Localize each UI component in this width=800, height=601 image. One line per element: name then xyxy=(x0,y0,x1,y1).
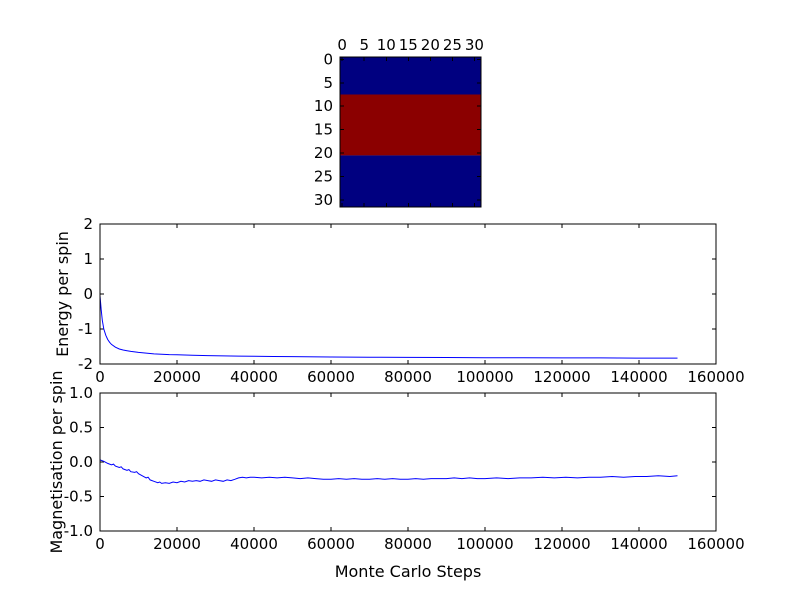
chart-text: 100000 xyxy=(456,535,513,553)
chart-text: 160000 xyxy=(687,368,744,386)
chart-text: 0 xyxy=(83,285,93,303)
chart-text: -1.0 xyxy=(64,522,93,540)
chart-text: 0 xyxy=(337,36,347,54)
chart-text: 20000 xyxy=(153,368,201,386)
spin-band-up xyxy=(340,94,481,156)
magnetisation-per-spin-plot: 0 20000 40000 60000 80000 100000 120000 140000 1… xyxy=(47,370,745,581)
chart-text: 5 xyxy=(323,74,333,92)
chart-text: 1 xyxy=(83,250,93,268)
chart-text: 80000 xyxy=(384,535,432,553)
chart-text: 10 xyxy=(314,97,333,115)
chart-text: 120000 xyxy=(533,535,590,553)
energy-per-spin-ylabel: Energy per spin xyxy=(53,231,72,357)
chart-text: 30 xyxy=(465,36,484,54)
chart-text: 40000 xyxy=(230,368,278,386)
chart-text: 100000 xyxy=(456,368,513,386)
chart-text: 20 xyxy=(314,144,333,162)
magnetisation-per-spin-xlabel: Monte Carlo Steps xyxy=(335,562,482,581)
chart-text: 0 xyxy=(95,368,105,386)
energy-per-spin-line xyxy=(99,295,678,359)
chart-text: 140000 xyxy=(610,535,667,553)
chart-text: 160000 xyxy=(687,535,744,553)
chart-text: 25 xyxy=(443,36,462,54)
spin-band-down xyxy=(340,155,481,207)
chart-text: 0.5 xyxy=(69,419,93,437)
chart-text: 10 xyxy=(377,36,396,54)
chart-text: -2 xyxy=(78,355,93,373)
chart-text: 1.0 xyxy=(69,384,93,402)
chart-text: 120000 xyxy=(533,368,590,386)
spin-band-down xyxy=(340,57,481,95)
chart-text: 80000 xyxy=(384,368,432,386)
chart-text: 20 xyxy=(421,36,440,54)
chart-text: -1 xyxy=(78,320,93,338)
magnetisation-per-spin-line xyxy=(99,459,678,484)
chart-text: 15 xyxy=(314,121,333,139)
spin-lattice-frame xyxy=(339,56,482,208)
chart-text: 0 xyxy=(323,50,333,68)
chart-text: 140000 xyxy=(610,368,667,386)
chart-text: 20000 xyxy=(153,535,201,553)
chart-text: 15 xyxy=(399,36,418,54)
chart-text: 60000 xyxy=(307,368,355,386)
chart-text: 60000 xyxy=(307,535,355,553)
chart-text: 25 xyxy=(314,168,333,186)
energy-per-spin-frame xyxy=(99,223,717,365)
energy-per-spin-plot: 0 20000 40000 60000 80000 100000 120000 140000 1… xyxy=(53,215,745,386)
chart-text: 0 xyxy=(95,535,105,553)
chart-text: 5 xyxy=(359,36,369,54)
chart-text: 2 xyxy=(83,215,93,233)
chart-text: 0.0 xyxy=(69,453,93,471)
chart-text: 40000 xyxy=(230,535,278,553)
chart-text: -0.5 xyxy=(64,488,93,506)
magnetisation-per-spin-frame xyxy=(99,392,717,532)
magnetisation-per-spin-ylabel: Magnetisation per spin xyxy=(47,370,66,553)
chart-text: 30 xyxy=(314,191,333,209)
